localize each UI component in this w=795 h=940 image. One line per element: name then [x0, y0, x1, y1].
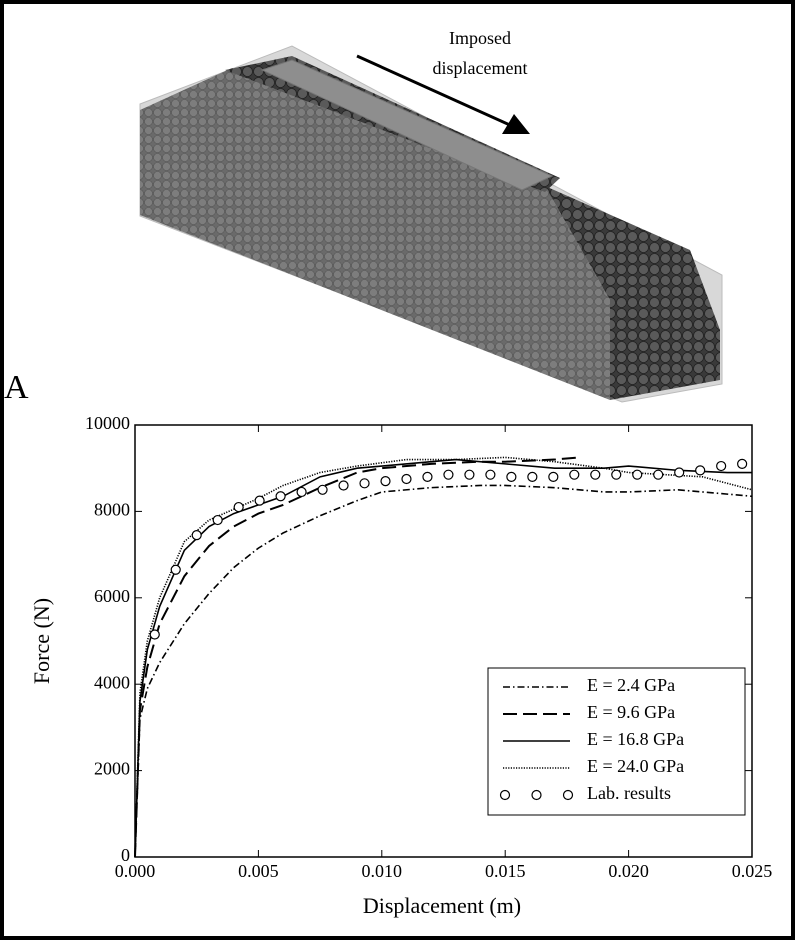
arrow-head	[502, 114, 530, 134]
data-point	[422, 471, 433, 482]
data-point	[212, 514, 223, 526]
data-point	[716, 460, 727, 472]
data-point	[674, 467, 685, 478]
plot-frame	[134, 424, 753, 858]
front-face	[140, 68, 610, 400]
data-point	[485, 469, 496, 480]
data-point	[254, 495, 265, 506]
data-point	[380, 476, 391, 487]
y-tick-label: 4000	[94, 672, 130, 692]
data-point	[695, 465, 706, 476]
annotation: Imposed	[449, 28, 511, 48]
x-tick-label: 0.010	[362, 861, 403, 881]
data-point	[443, 469, 454, 480]
data-point	[296, 486, 307, 498]
legend-label: E = 16.8 GPa	[587, 729, 684, 749]
legend-swatch	[531, 789, 542, 801]
y-tick-label: 6000	[94, 586, 130, 606]
x-tick-label: 0.020	[608, 861, 649, 881]
data-point	[590, 469, 601, 480]
data-point	[737, 458, 748, 469]
data-point	[275, 491, 286, 502]
y-tick-label: 10000	[85, 413, 130, 433]
x-tick-label: 0.025	[732, 861, 773, 881]
legend-label: E = 9.6 GPa	[587, 702, 675, 722]
legend-label: E = 2.4 GPa	[587, 675, 675, 695]
ballast-render	[139, 45, 723, 403]
data-point	[569, 469, 580, 480]
legend-swatch	[562, 789, 574, 801]
data-point	[401, 473, 412, 485]
data-point	[632, 469, 643, 480]
data-point	[611, 469, 622, 480]
y-axis-label: Force (N)	[29, 598, 54, 684]
y-tick-label: 2000	[94, 759, 130, 779]
plot: 0.000 0.005 0.010 0.015 0.020 0.025 0 2000 4000 6…	[85, 413, 772, 881]
x-tick-label: 0.005	[238, 861, 279, 881]
data-point	[170, 564, 181, 575]
data-point	[527, 471, 538, 482]
series-line	[134, 458, 752, 858]
data-point	[338, 480, 349, 491]
x-tick-label: 0.015	[485, 861, 526, 881]
data-point	[317, 484, 328, 495]
data-point	[191, 530, 202, 541]
data-point	[149, 629, 160, 640]
legend-label: Lab. results	[587, 783, 671, 803]
x-tick-label: 0.000	[115, 861, 156, 881]
x-axis-label: Displacement (m)	[363, 893, 521, 918]
data-point	[359, 478, 370, 489]
slope-face	[545, 186, 720, 400]
data-point	[653, 469, 664, 480]
data-point	[233, 501, 244, 513]
legend-label: E = 24.0 GPa	[587, 756, 684, 776]
series-line	[134, 484, 753, 858]
data-point	[464, 469, 475, 480]
legend-swatch	[499, 789, 511, 801]
series-line	[134, 456, 753, 858]
sleeper	[260, 59, 554, 191]
data-point	[548, 471, 559, 482]
annotation: displacement	[433, 58, 528, 78]
y-tick-label: 0	[121, 845, 130, 865]
data-point	[506, 471, 517, 482]
arrow-shaft	[356, 54, 513, 128]
panel-label: A	[4, 369, 29, 406]
y-tick-label: 8000	[94, 500, 130, 520]
